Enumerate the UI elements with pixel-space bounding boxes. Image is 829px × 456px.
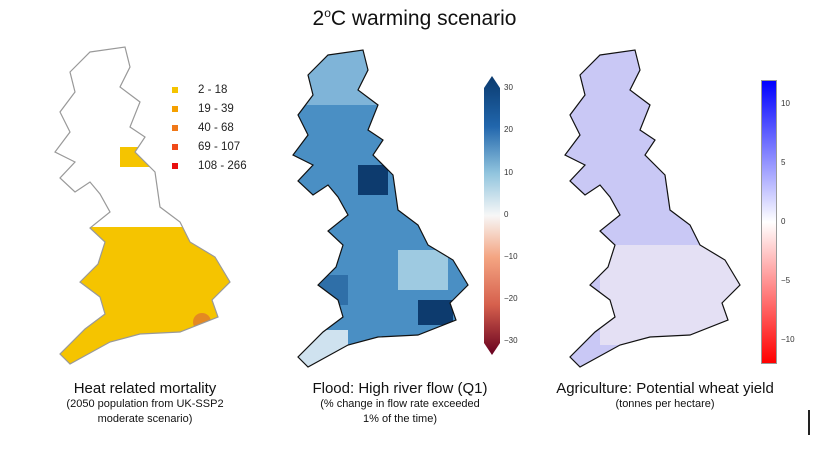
- flood-tick: 30: [504, 83, 513, 92]
- legend-swatch: [172, 124, 178, 131]
- legend-item: 2 - 18: [172, 80, 247, 99]
- caption-flood: Flood: High river flow (Q1) (% change in…: [312, 380, 488, 425]
- caption-wheat: Agriculture: Potential wheat yield (tonn…: [556, 380, 774, 410]
- legend-item: 69 - 107: [172, 137, 247, 156]
- flood-tick: 0: [504, 210, 509, 219]
- legend-item: 19 - 39: [172, 99, 247, 118]
- heat-mortality-map: [54, 46, 231, 365]
- flood-tick: 20: [504, 125, 513, 134]
- legend-item: 108 - 266: [172, 156, 247, 175]
- flood-tick: −20: [504, 294, 518, 303]
- legend-swatch: [172, 105, 178, 112]
- wheat-colorbar: [761, 80, 777, 364]
- wheat-tick: −10: [781, 335, 795, 344]
- caption-mortality: Heat related mortality (2050 population …: [66, 380, 224, 425]
- mortality-legend: 2 - 18 19 - 39 40 - 68 69 - 107 108 - 26…: [172, 80, 247, 175]
- wheat-tick: 10: [781, 99, 790, 108]
- flood-colorbar: [484, 76, 500, 355]
- flood-tick: −10: [504, 252, 518, 261]
- flood-tick: −30: [504, 336, 518, 345]
- wheat-tick: −5: [781, 276, 791, 285]
- figure-title: 2oC warming scenario: [312, 6, 517, 30]
- flood-tick: 10: [504, 168, 513, 177]
- legend-swatch: [172, 162, 178, 169]
- wheat-yield-map: [564, 49, 741, 368]
- legend-swatch: [172, 143, 178, 150]
- wheat-tick: 5: [781, 158, 786, 167]
- flood-map: [292, 49, 469, 368]
- wheat-tick: 0: [781, 217, 786, 226]
- legend-swatch: [172, 86, 178, 93]
- legend-item: 40 - 68: [172, 118, 247, 137]
- text-cursor: [808, 410, 810, 435]
